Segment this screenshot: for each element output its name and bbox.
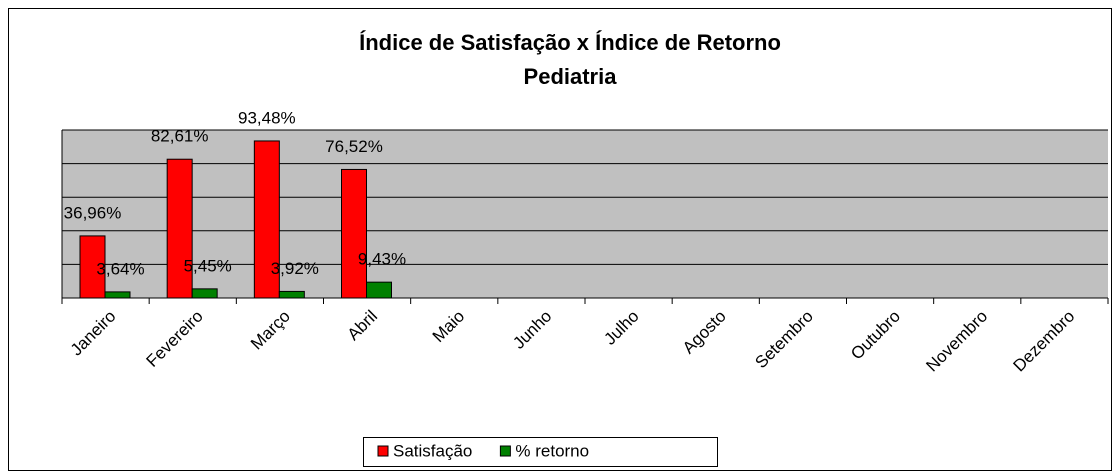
value-label: 82,61%	[151, 127, 209, 146]
legend-label: % retorno	[515, 441, 589, 460]
bar	[366, 281, 392, 299]
bar	[341, 168, 367, 299]
chart-title: Índice de Satisfação x Índice de Retorno	[359, 30, 781, 55]
chart-subtitle: Pediatria	[524, 64, 618, 89]
bar	[166, 158, 193, 299]
bar	[79, 235, 106, 299]
value-label: 93,48%	[238, 108, 296, 127]
bar	[191, 288, 218, 299]
bar	[253, 140, 280, 299]
value-label: 9,43%	[358, 250, 406, 269]
bar	[278, 290, 305, 299]
legend-label: Satisfação	[393, 441, 472, 460]
value-label: 3,64%	[96, 259, 144, 278]
value-label: 3,92%	[271, 259, 319, 278]
value-label: 36,96%	[64, 203, 122, 222]
value-label: 76,52%	[325, 137, 383, 156]
legend-swatch	[499, 445, 511, 457]
legend	[363, 437, 718, 467]
bar	[104, 291, 131, 299]
plot-area	[62, 130, 1108, 298]
legend-swatch	[377, 445, 389, 457]
value-label: 5,45%	[184, 256, 232, 275]
